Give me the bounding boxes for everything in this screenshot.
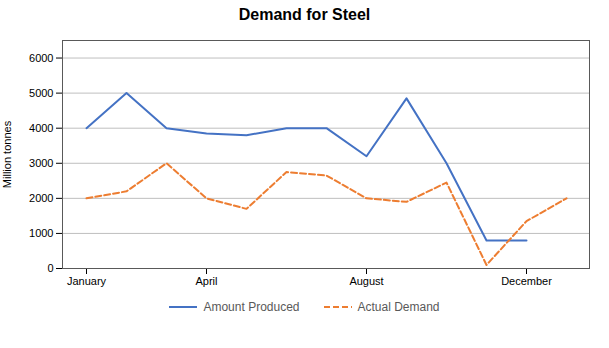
svg-text:4000: 4000	[29, 122, 53, 134]
svg-text:Million tonnes: Million tonnes	[1, 120, 13, 188]
svg-text:3000: 3000	[29, 157, 53, 169]
html-text:Actual Demand: Actual Demand	[357, 300, 440, 314]
svg-text:6000: 6000	[29, 52, 53, 64]
svg-text:1000: 1000	[29, 227, 53, 239]
svg-text:January: January	[67, 275, 107, 287]
svg-text:December: December	[501, 275, 552, 287]
svg-text:April: April	[195, 275, 217, 287]
svg-text:5000: 5000	[29, 87, 53, 99]
svg-text:August: August	[349, 275, 383, 287]
svg-text:2000: 2000	[29, 192, 53, 204]
html-text:Amount Produced: Amount Produced	[203, 300, 300, 314]
html-text:Demand for Steel: Demand for Steel	[238, 6, 371, 23]
svg-text:0: 0	[47, 262, 53, 274]
